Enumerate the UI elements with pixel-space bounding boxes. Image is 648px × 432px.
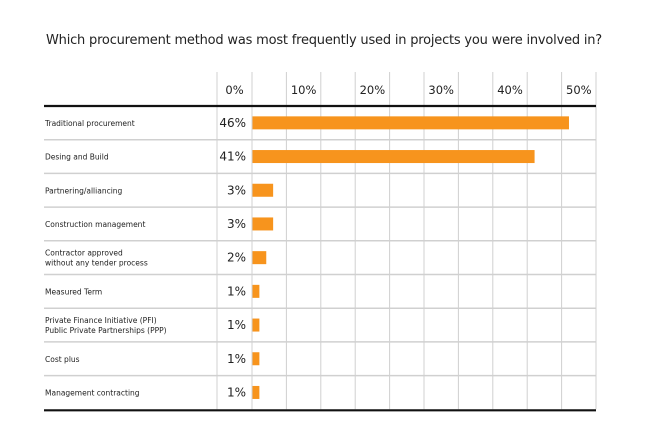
category-label: Contractor approved: [45, 249, 123, 258]
bar: [252, 251, 267, 265]
x-tick-label: 20%: [360, 83, 386, 97]
data-label: 46%: [219, 116, 246, 130]
category-label: Cost plus: [45, 355, 80, 364]
category-label: Measured Term: [45, 287, 102, 296]
data-label: 41%: [219, 150, 246, 164]
category-label: without any tender process: [45, 259, 148, 268]
x-tick-label: 40%: [497, 83, 523, 97]
x-tick-label: 0%: [225, 83, 243, 97]
bar: [252, 150, 535, 164]
data-label: 2%: [227, 251, 246, 265]
category-label: Management contracting: [45, 388, 140, 397]
data-label: 1%: [227, 385, 246, 399]
data-label: 1%: [227, 284, 246, 298]
category-label: Public Private Partnerships (PPP): [45, 326, 167, 335]
x-tick-label: 10%: [291, 83, 317, 97]
bar: [252, 183, 274, 197]
bar: [252, 318, 260, 332]
category-label: Partnering/alliancing: [45, 186, 123, 195]
bar: [252, 352, 260, 366]
category-label: Construction management: [45, 220, 145, 229]
bar: [252, 284, 260, 298]
category-label: Traditional procurement: [44, 119, 135, 128]
data-label: 3%: [227, 217, 246, 231]
x-tick-label: 50%: [566, 83, 592, 97]
category-label: Private Finance Initiative (PFI): [45, 316, 157, 325]
category-label: Desing and Build: [45, 153, 109, 162]
bar: [252, 116, 569, 130]
data-label: 1%: [227, 318, 246, 332]
bar: [252, 217, 274, 231]
data-label: 1%: [227, 352, 246, 366]
x-tick-label: 30%: [428, 83, 454, 97]
data-label: 3%: [227, 183, 246, 197]
bar: [252, 385, 260, 399]
chart-title: Which procurement method was most freque…: [46, 33, 602, 48]
